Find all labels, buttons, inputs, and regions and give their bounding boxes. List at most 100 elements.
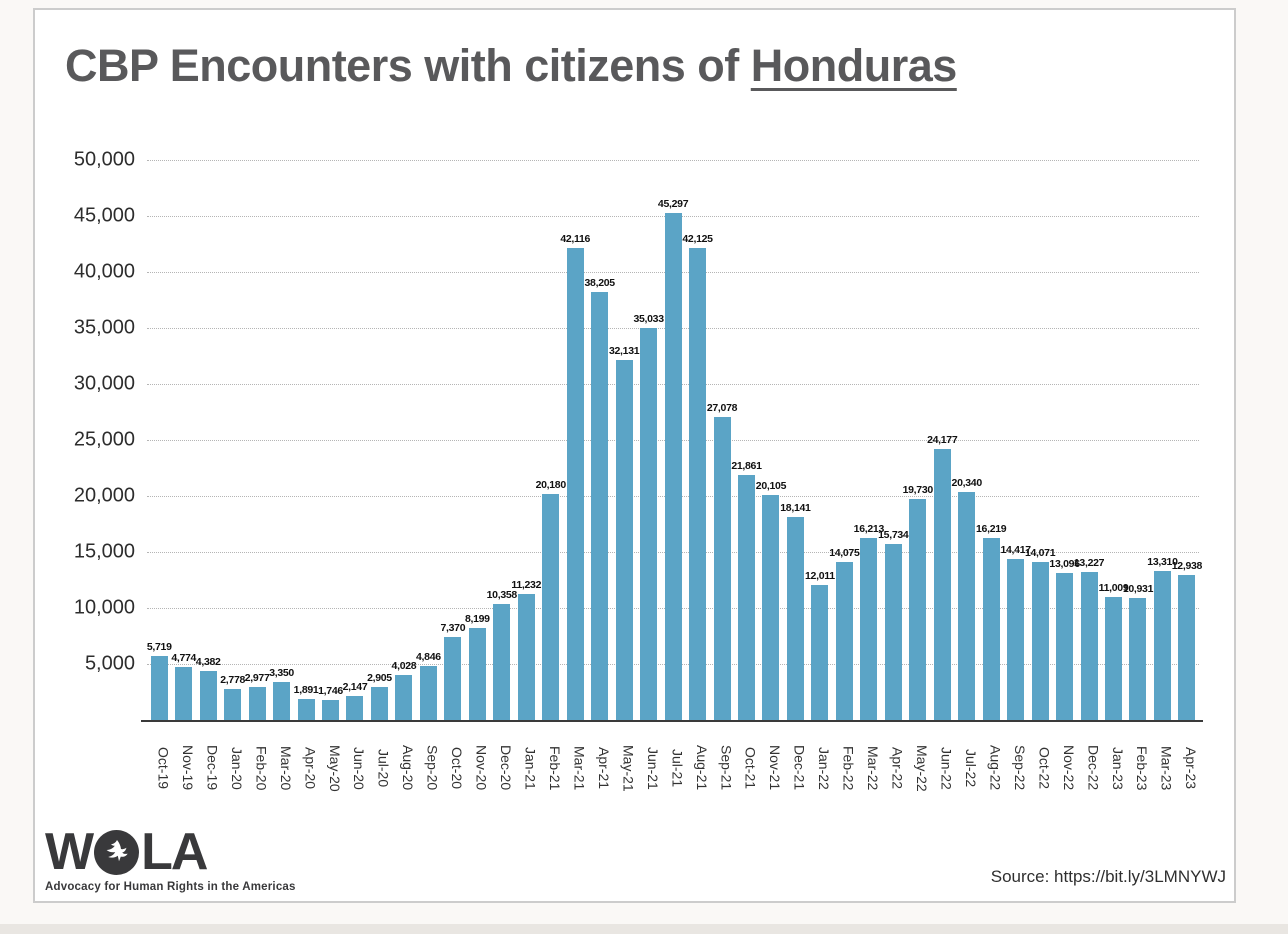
- y-tick-label: 30,000: [73, 372, 135, 395]
- x-tick-label: Oct-19: [155, 746, 172, 789]
- bar: [1105, 597, 1123, 720]
- x-tick-label: Dec-21: [791, 745, 808, 791]
- bar-column-Feb-23: 10,931: [1122, 160, 1154, 720]
- bar-value-label: 16,213: [853, 523, 885, 535]
- bar-column-Dec-20: 10,358: [487, 160, 517, 720]
- bar-column-Dec-21: 18,141: [780, 160, 811, 720]
- x-tick-label: Jan-21: [522, 746, 539, 790]
- bar-value-label: 10,931: [1122, 583, 1154, 595]
- bar: [224, 689, 242, 720]
- bar: [762, 495, 780, 720]
- bar-value-label: 18,141: [780, 502, 811, 514]
- bar-value-label: 1,891: [293, 684, 319, 696]
- x-tick-label: Jan-22: [816, 746, 833, 790]
- bar-value-label: 14,071: [1024, 547, 1056, 559]
- bar: [664, 213, 682, 720]
- bar: [346, 696, 364, 720]
- dove-icon: [106, 840, 128, 862]
- x-tick-label: Oct-20: [449, 746, 466, 789]
- bar-value-label: 5,719: [146, 641, 172, 653]
- x-tick-label: Dec-20: [498, 745, 515, 791]
- x-tick-label: Jun-20: [351, 746, 368, 790]
- y-tick-label: 25,000: [73, 428, 135, 451]
- bar-value-label: 15,734: [878, 529, 909, 541]
- bar: [909, 499, 927, 720]
- bar-value-label: 13,096: [1049, 558, 1080, 570]
- bar: [1178, 575, 1196, 720]
- bar-value-label: 20,105: [755, 480, 787, 492]
- x-tick-label: Mar-23: [1158, 745, 1175, 791]
- source-link-text: Source: https://bit.ly/3LMNYWJ: [990, 867, 1226, 886]
- page-title: CBP Encounters with citizens of Honduras: [65, 40, 1225, 92]
- bar: [419, 666, 437, 720]
- bar: [444, 637, 462, 720]
- bar-chart-plot-area: 5,719 4,774 4,382 2,778 2,977 3,350 1,891 1,746…: [146, 160, 1202, 720]
- bar-value-label: 20,180: [535, 479, 567, 491]
- bar-value-label: 45,297: [657, 198, 689, 210]
- x-tick-label: Apr-21: [595, 746, 612, 790]
- bar-value-label: 7,370: [440, 622, 466, 634]
- x-tick-label: Sep-22: [1011, 745, 1028, 791]
- y-tick-label: 35,000: [73, 316, 135, 339]
- y-tick-label: 50,000: [73, 148, 135, 171]
- bar-column-Aug-20: 4,028: [391, 160, 417, 720]
- bar-value-label: 13,310: [1147, 556, 1178, 568]
- bar-value-label: 14,417: [1000, 544, 1031, 556]
- bar-value-label: 4,028: [391, 660, 417, 672]
- bar: [542, 494, 560, 720]
- wola-logo: W LA Advocacy for Human Rights in the Am…: [45, 826, 296, 893]
- bar-column-Feb-20: 2,977: [244, 160, 270, 720]
- bar-value-label: 2,147: [342, 681, 368, 693]
- bar-value-label: 32,131: [608, 345, 640, 357]
- x-tick-label: Jul-22: [962, 748, 979, 788]
- x-tick-label: May-22: [914, 744, 930, 792]
- bar: [468, 628, 486, 720]
- bar-value-label: 3,350: [269, 667, 294, 679]
- x-tick-label: Jan-20: [228, 746, 245, 790]
- bar-column-Jul-21: 45,297: [657, 160, 689, 720]
- x-tick-label: Jan-23: [1109, 746, 1126, 790]
- bar-value-label: 16,219: [976, 523, 1007, 535]
- wola-tagline: Advocacy for Human Rights in the America…: [45, 881, 296, 893]
- bar-column-Jan-20: 2,778: [220, 160, 245, 720]
- bar: [591, 292, 609, 720]
- bar-column-Dec-19: 4,382: [196, 160, 221, 720]
- bar: [640, 328, 658, 720]
- bar-column-Mar-22: 16,213: [853, 160, 885, 720]
- bar-value-label: 2,905: [367, 672, 392, 684]
- bar-column-Mar-23: 13,310: [1147, 160, 1178, 720]
- bar: [199, 671, 217, 720]
- x-tick-label: Aug-22: [987, 745, 1004, 791]
- bar-column-Jan-21: 11,232: [511, 160, 542, 720]
- chart-slide: CBP Encounters with citizens of Honduras…: [33, 8, 1236, 903]
- bar-column-Apr-22: 15,734: [878, 160, 909, 720]
- bar-value-label: 2,977: [244, 672, 270, 684]
- bar-value-label: 38,205: [584, 277, 616, 289]
- x-tick-label: Oct-21: [742, 746, 759, 789]
- x-tick-label: Aug-21: [693, 745, 710, 791]
- bar-value-label: 11,232: [511, 579, 542, 591]
- bar: [322, 700, 340, 720]
- x-tick-label: Mar-20: [277, 745, 294, 791]
- x-tick-label: Feb-20: [253, 745, 270, 791]
- x-axis-labels: Oct-19 Nov-19 Dec-19 Jan-20 Feb-20 Mar-20 Apr-…: [147, 726, 1199, 808]
- x-tick-label: Dec-22: [1085, 745, 1102, 791]
- wola-wordmark-w: W: [45, 823, 94, 881]
- bar-column-May-22: 19,730: [903, 160, 933, 720]
- x-tick-label: Jul-21: [669, 748, 686, 788]
- x-axis-line: [141, 720, 1203, 722]
- bar-value-label: 35,033: [633, 313, 664, 325]
- bar-column-Oct-22: 14,071: [1024, 160, 1056, 720]
- bar: [835, 562, 853, 720]
- bar: [982, 538, 1000, 720]
- bar-column-Aug-22: 16,219: [976, 160, 1007, 720]
- x-tick-label: Feb-22: [840, 745, 857, 791]
- bar-column-Jan-22: 12,011: [805, 160, 835, 720]
- bar-column-Nov-19: 4,774: [171, 160, 196, 720]
- bar: [1129, 598, 1147, 720]
- bar-column-Jun-21: 35,033: [633, 160, 664, 720]
- page-title-country: Honduras: [750, 40, 958, 91]
- bar-column-Jan-23: 11,009: [1099, 160, 1129, 720]
- bar-column-Jun-22: 24,177: [927, 160, 958, 720]
- bar-column-Sep-20: 4,846: [416, 160, 441, 720]
